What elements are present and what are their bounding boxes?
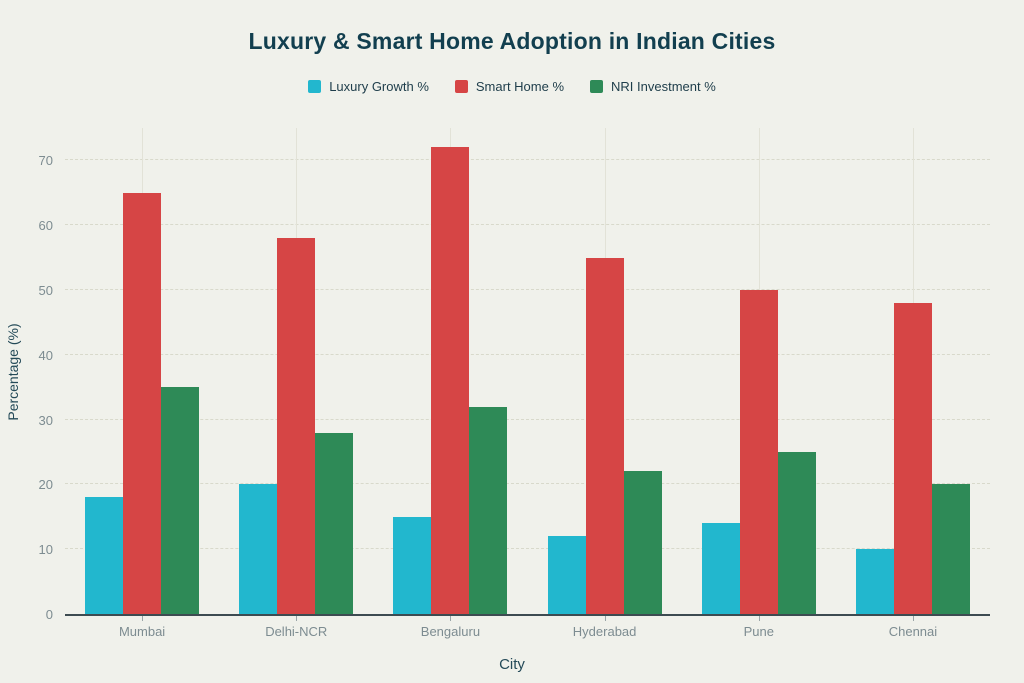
bar-group-delhi-ncr <box>219 128 373 621</box>
x-category-label: Pune <box>743 624 774 639</box>
legend-item-2: Smart Home % <box>454 79 565 94</box>
legend-item-1: Luxury Growth % <box>308 79 429 94</box>
y-tick-label: 60 <box>38 218 53 233</box>
x-tick-mark <box>142 616 144 621</box>
x-tick-mark <box>604 616 606 621</box>
bar-nriinvestment-delhi-ncr <box>315 433 354 614</box>
bar-group-bengaluru <box>373 128 527 621</box>
y-tick-label: 10 <box>38 542 53 557</box>
bar-nriinvestment-bengaluru <box>469 407 508 614</box>
bar-group-pune <box>682 128 836 621</box>
bar-nriinvestment-mumbai <box>161 387 200 614</box>
y-tick-label: 20 <box>38 477 53 492</box>
x-tick-mark <box>758 616 760 621</box>
y-tick-label: 40 <box>38 348 53 363</box>
bar-group-chennai <box>836 128 990 621</box>
y-tick-label: 0 <box>45 607 53 622</box>
x-tick-mark <box>450 616 452 621</box>
gridline-horizontal <box>65 354 990 355</box>
legend-swatch-icon <box>454 80 468 93</box>
bar-smarthome-delhi-ncr <box>277 238 316 614</box>
gridline-horizontal <box>65 224 990 225</box>
legend: Luxury Growth % Smart Home % NRI Investmen… <box>0 79 1024 94</box>
x-category-label: Hyderabad <box>572 624 637 639</box>
bar-luxurygrowth-bengaluru <box>393 517 432 614</box>
plot-area: 0 10 20 30 40 50 60 70 <box>39 128 990 622</box>
legend-label: Smart Home % <box>475 79 565 94</box>
x-category-label: Bengaluru <box>420 624 481 639</box>
bar-smarthome-chennai <box>893 303 932 614</box>
bar-luxurygrowth-hyderabad <box>547 536 586 614</box>
legend-item-3: NRI Investment % <box>590 79 716 94</box>
x-category-label: Chennai <box>888 624 938 639</box>
y-tick-label: 30 <box>38 413 53 428</box>
gridline-horizontal <box>65 548 990 549</box>
x-tick-mark <box>296 616 298 621</box>
bar-smarthome-bengaluru <box>431 147 470 614</box>
bar-nriinvestment-hyderabad <box>623 471 662 614</box>
x-axis-category-labels: Mumbai Delhi-NCR Bengaluru Hyderabad Pune Che… <box>65 624 990 639</box>
chart-title: Luxury & Smart Home Adoption in Indian C… <box>248 28 776 54</box>
y-tick-label: 70 <box>38 153 53 168</box>
bar-luxurygrowth-pune <box>701 523 740 614</box>
bar-smarthome-pune <box>739 290 778 614</box>
x-tick-mark <box>912 616 914 621</box>
legend-swatch-icon <box>590 80 604 93</box>
bar-luxurygrowth-chennai <box>855 549 894 614</box>
y-tick-label: 50 <box>38 283 53 298</box>
bar-groups <box>65 128 990 621</box>
x-category-label: Mumbai <box>118 624 166 639</box>
bar-smarthome-mumbai <box>123 193 162 614</box>
legend-label: Luxury Growth % <box>329 79 429 94</box>
bar-nriinvestment-pune <box>777 452 816 614</box>
gridline-horizontal <box>65 483 990 484</box>
bar-nriinvestment-chennai <box>931 484 970 614</box>
bar-group-mumbai <box>65 128 219 621</box>
x-category-label: Delhi-NCR <box>265 624 328 639</box>
x-axis-title: City <box>499 656 525 673</box>
legend-label: NRI Investment % <box>611 79 716 94</box>
bar-luxurygrowth-delhi-ncr <box>239 484 278 614</box>
gridline-horizontal <box>65 159 990 160</box>
bar-group-hyderabad <box>528 128 682 621</box>
gridline-horizontal <box>65 289 990 290</box>
bar-smarthome-hyderabad <box>585 258 624 614</box>
bar-luxurygrowth-mumbai <box>85 497 124 614</box>
legend-swatch-icon <box>308 80 322 93</box>
gridline-horizontal <box>65 419 990 420</box>
